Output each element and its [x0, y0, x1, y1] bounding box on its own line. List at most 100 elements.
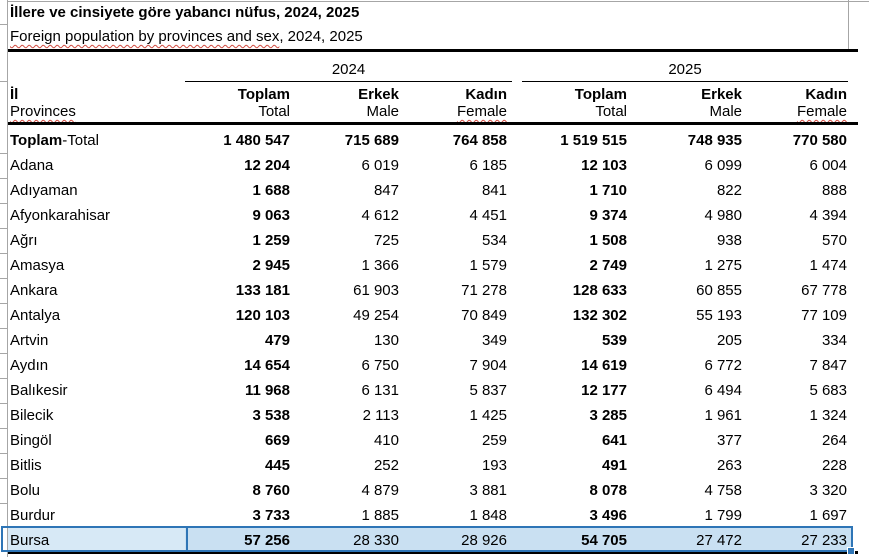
cell-value[interactable]: 534 [481, 232, 507, 249]
table-row[interactable]: Bingöl 669 410 259 641 377 264 [8, 428, 853, 453]
cell-value[interactable]: 133 181 [235, 282, 290, 299]
cell-value[interactable]: 67 778 [801, 282, 847, 299]
cell-value[interactable]: 70 849 [461, 307, 507, 324]
cell-value[interactable]: 1 324 [809, 407, 847, 424]
cell-value[interactable]: 822 [716, 182, 742, 199]
cell-value[interactable]: 938 [716, 232, 742, 249]
table-row[interactable]: Ankara 133 181 61 903 71 278 128 633 60 855 67… [8, 278, 853, 303]
cell-value[interactable]: 748 935 [687, 132, 742, 149]
cell-value[interactable]: 27 233 [801, 532, 847, 549]
cell-value[interactable]: 9 063 [252, 207, 290, 224]
cell-value[interactable]: 377 [716, 432, 742, 449]
year-group-2024[interactable]: 2024 [185, 58, 512, 82]
column-header[interactable]: Erkek Male [633, 86, 748, 120]
cell-value[interactable]: 1 579 [469, 257, 507, 274]
cell-value[interactable]: 1 885 [361, 507, 399, 524]
cell-value[interactable]: 841 [481, 182, 507, 199]
cell-value[interactable]: 539 [601, 332, 627, 349]
table-row[interactable]: Bolu 8 760 4 879 3 881 8 078 4 758 3 320 [8, 478, 853, 503]
cell-value[interactable]: 77 109 [801, 307, 847, 324]
row-label[interactable]: Balıkesir [10, 382, 68, 399]
cell-value[interactable]: 2 945 [252, 257, 290, 274]
table-row[interactable]: Bursa 57 256 28 330 28 926 54 705 27 472 27 23… [8, 528, 853, 553]
cell-value[interactable]: 6 494 [704, 382, 742, 399]
cell-value[interactable]: 252 [373, 457, 399, 474]
cell-value[interactable]: 3 881 [469, 482, 507, 499]
cell-value[interactable]: 4 758 [704, 482, 742, 499]
row-label[interactable]: Burdur [10, 507, 56, 524]
cell-value[interactable]: 6 131 [361, 382, 399, 399]
row-label[interactable]: Afyonkarahisar [10, 207, 111, 224]
cell-value[interactable]: 264 [821, 432, 847, 449]
cell-value[interactable]: 6 772 [704, 357, 742, 374]
cell-value[interactable]: 410 [373, 432, 399, 449]
table-row[interactable]: Balıkesir 11 968 6 131 5 837 12 177 6 494 5 68… [8, 378, 853, 403]
column-header[interactable]: Toplam Total [513, 86, 633, 120]
cell-value[interactable]: 3 320 [809, 482, 847, 499]
cell-value[interactable]: 1 366 [361, 257, 399, 274]
row-label[interactable]: Ankara [10, 282, 58, 299]
cell-value[interactable]: 49 254 [353, 307, 399, 324]
cell-value[interactable]: 641 [601, 432, 627, 449]
cell-value[interactable]: 445 [264, 457, 290, 474]
cell-value[interactable]: 1 480 547 [223, 132, 290, 149]
cell-value[interactable]: 5 837 [469, 382, 507, 399]
cell-value[interactable]: 1 799 [704, 507, 742, 524]
table-subtitle[interactable]: Foreign population by provinces and sex,… [10, 28, 363, 45]
table-row[interactable]: Toplam-Total 1 480 547 715 689 764 858 1 519… [8, 128, 853, 153]
row-label[interactable]: Bolu [10, 482, 41, 499]
cell-value[interactable]: 770 580 [792, 132, 847, 149]
cell-value[interactable]: 228 [821, 457, 847, 474]
row-label[interactable]: Adıyaman [10, 182, 78, 199]
table-row[interactable]: Afyonkarahisar 9 063 4 612 4 451 9 374 4 980 4… [8, 203, 853, 228]
cell-value[interactable]: 120 103 [235, 307, 290, 324]
table-row[interactable]: Bilecik 3 538 2 113 1 425 3 285 1 961 1 324 [8, 403, 853, 428]
cell-value[interactable]: 12 204 [244, 157, 290, 174]
cell-value[interactable]: 334 [821, 332, 847, 349]
column-header[interactable]: Erkek Male [296, 86, 405, 120]
column-header[interactable]: Kadın Female [405, 86, 513, 120]
cell-value[interactable]: 259 [481, 432, 507, 449]
cell-value[interactable]: 725 [373, 232, 399, 249]
cell-value[interactable]: 193 [481, 457, 507, 474]
cell-value[interactable]: 479 [264, 332, 290, 349]
cell-value[interactable]: 1 961 [704, 407, 742, 424]
column-header[interactable]: Kadın Female [748, 86, 853, 120]
cell-value[interactable]: 12 103 [581, 157, 627, 174]
cell-value[interactable]: 4 612 [361, 207, 399, 224]
table-row[interactable]: Amasya 2 945 1 366 1 579 2 749 1 275 1 474 [8, 253, 853, 278]
cell-value[interactable]: 12 177 [581, 382, 627, 399]
cell-value[interactable]: 1 710 [589, 182, 627, 199]
cell-value[interactable]: 128 633 [572, 282, 627, 299]
cell-value[interactable]: 14 654 [244, 357, 290, 374]
cell-value[interactable]: 2 113 [362, 407, 399, 424]
cell-value[interactable]: 1 259 [252, 232, 290, 249]
column-header[interactable]: Toplam Total [185, 86, 296, 120]
cell-value[interactable]: 1 688 [252, 182, 290, 199]
cell-value[interactable]: 1 275 [704, 257, 742, 274]
cell-value[interactable]: 1 848 [469, 507, 507, 524]
cell-value[interactable]: 3 538 [252, 407, 290, 424]
cell-value[interactable]: 60 855 [696, 282, 742, 299]
row-label[interactable]: Antalya [10, 307, 61, 324]
row-header-cell[interactable]: İl Provinces [8, 86, 185, 120]
cell-value[interactable]: 764 858 [452, 132, 507, 149]
cell-value[interactable]: 4 451 [469, 207, 507, 224]
cell-value[interactable]: 847 [373, 182, 399, 199]
row-label[interactable]: Bilecik [10, 407, 54, 424]
table-row[interactable]: Aydın 14 654 6 750 7 904 14 619 6 772 7 847 [8, 353, 853, 378]
cell-value[interactable]: 132 302 [572, 307, 627, 324]
table-row[interactable]: Adana 12 204 6 019 6 185 12 103 6 099 6 004 [8, 153, 853, 178]
cell-value[interactable]: 6 019 [361, 157, 399, 174]
cell-value[interactable]: 3 285 [589, 407, 627, 424]
cell-value[interactable]: 7 847 [809, 357, 847, 374]
row-label[interactable]: Bursa [8, 528, 185, 553]
cell-value[interactable]: 349 [481, 332, 507, 349]
cell-value[interactable]: 9 374 [589, 207, 627, 224]
cell-value[interactable]: 130 [373, 332, 399, 349]
cell-value[interactable]: 2 749 [589, 257, 627, 274]
cell-value[interactable]: 55 193 [696, 307, 742, 324]
cell-value[interactable]: 669 [264, 432, 290, 449]
cell-value[interactable]: 14 619 [581, 357, 627, 374]
cell-value[interactable]: 6 004 [809, 157, 847, 174]
